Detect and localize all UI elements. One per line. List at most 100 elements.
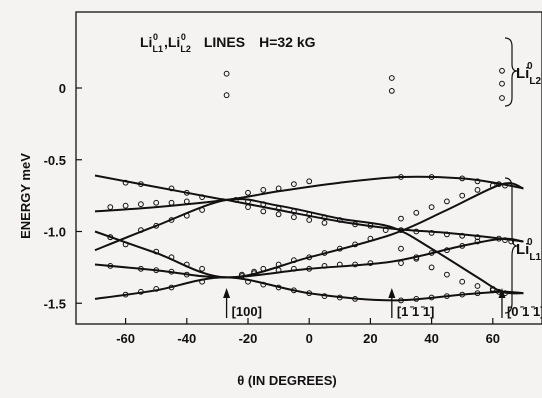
data-point: [489, 286, 496, 292]
data-point: [428, 204, 435, 211]
data-point: [336, 217, 343, 223]
data-point: [260, 208, 267, 215]
data-point: [168, 185, 175, 192]
fit-curve: [94, 276, 524, 302]
data-point: [260, 281, 267, 288]
data-point: [291, 214, 297, 221]
data-point: [275, 284, 282, 291]
data-point: [291, 265, 297, 272]
data-point: [398, 260, 404, 267]
data-point: [474, 178, 481, 185]
data-point: [168, 217, 175, 223]
plot-frame: [75, 11, 542, 325]
header-sub-2: L2: [180, 44, 191, 54]
data-point: [336, 261, 343, 268]
data-point: [291, 257, 297, 264]
data-point: [444, 198, 450, 205]
data-point: [459, 291, 466, 298]
data-point: [474, 238, 481, 245]
data-point: [122, 202, 129, 209]
x-axis-ticks: -60 -40 -20 0 20 40 60: [116, 318, 500, 346]
data-point: [352, 261, 359, 268]
data-point: [168, 199, 175, 206]
data-point: [153, 199, 160, 206]
group-top-li: Li: [516, 65, 529, 82]
data-point: [239, 271, 245, 278]
data-point: [388, 88, 395, 94]
data-point: [138, 201, 144, 208]
data-point: [306, 217, 313, 223]
data-point: [260, 201, 267, 208]
data-point: [352, 221, 359, 228]
data-point: [474, 234, 481, 241]
data-point: [398, 174, 404, 180]
data-point: [153, 267, 160, 274]
data-point: [398, 215, 404, 222]
data-point: [428, 230, 435, 236]
data-point: [474, 290, 481, 297]
data-point: [107, 263, 114, 269]
x-axis-label: θ (IN DEGREES): [237, 373, 336, 388]
data-point: [153, 286, 160, 292]
data-point: [428, 294, 435, 301]
y-axis-ticks: 0 -0.5 -1.0 -1.5: [44, 81, 82, 311]
data-point: [398, 297, 404, 304]
data-point: [153, 222, 160, 229]
data-point: [502, 182, 508, 189]
data-point: [413, 255, 420, 262]
header-annotation: LiL10 ,LiL20 LINES H=32 kG: [140, 32, 316, 54]
data-point: [138, 265, 144, 272]
data-point: [275, 261, 282, 268]
data-point: [107, 204, 114, 211]
header-sup-2: 0: [181, 32, 186, 42]
direction-markers: [100] [1 ̄1 ̄1] [0 ̄1 ̄1]: [223, 288, 542, 319]
fit-curve: [94, 237, 524, 279]
y-tick-label: -1.0: [44, 225, 66, 240]
header-sub-1: L1: [152, 44, 163, 54]
data-point: [107, 234, 114, 241]
y-tick-label: -0.5: [44, 153, 66, 168]
data-points: [107, 67, 515, 304]
data-point: [199, 265, 206, 272]
svg-text:LiL10: LiL1 0: [516, 237, 541, 263]
data-point: [382, 227, 389, 234]
data-point: [245, 204, 251, 211]
y-tick-label: -1.5: [44, 296, 66, 311]
data-point: [168, 284, 175, 291]
data-point: [245, 198, 251, 205]
group-bottom-bracket: LiL1 0: [504, 177, 541, 314]
x-tick-label: 40: [424, 331, 438, 346]
data-point: [444, 247, 450, 254]
data-point: [275, 185, 282, 192]
data-point: [275, 211, 282, 218]
data-point: [367, 235, 374, 242]
data-point: [168, 268, 175, 275]
fit-curve: [94, 182, 524, 279]
data-point: [321, 250, 328, 256]
data-point: [260, 265, 267, 272]
data-point: [489, 182, 496, 189]
data-point: [306, 290, 313, 297]
data-point: [444, 231, 450, 238]
data-point: [122, 291, 129, 298]
plot-area-border: [75, 11, 542, 325]
data-point: [122, 241, 129, 248]
data-point: [183, 198, 190, 205]
direction-label: [1 ̄1 ̄1]: [397, 304, 435, 319]
data-point: [474, 187, 481, 193]
data-point: [321, 220, 328, 226]
data-point: [459, 192, 466, 199]
header-sep: ,: [164, 34, 168, 50]
group-bottom-li: Li: [516, 241, 529, 258]
data-point: [199, 207, 206, 213]
data-point: [444, 271, 450, 278]
group-bottom-brace: [504, 177, 518, 314]
data-point: [199, 278, 206, 285]
data-point: [496, 181, 502, 188]
data-point: [291, 181, 297, 188]
data-point: [428, 250, 435, 256]
data-point: [496, 235, 502, 242]
data-point: [153, 248, 160, 255]
data-point: [336, 245, 343, 252]
data-point: [245, 278, 251, 285]
